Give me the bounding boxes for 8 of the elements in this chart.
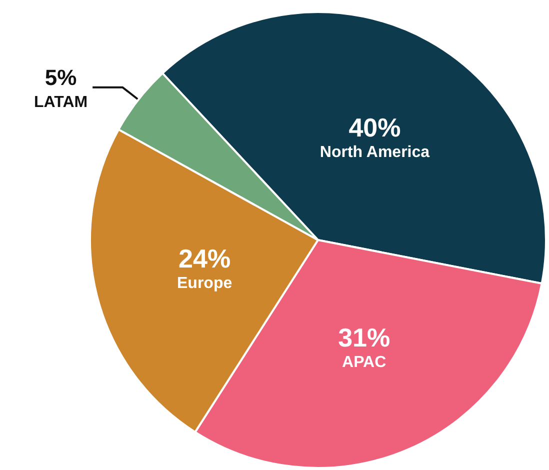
slice-label: LATAM — [34, 94, 88, 111]
data-label: 5% — [44, 64, 77, 90]
data-label: 40% — [348, 112, 401, 143]
slice-label: Europe — [177, 275, 232, 292]
slice-label: North America — [320, 144, 430, 162]
data-label: 31% — [338, 322, 390, 353]
data-label: 24% — [178, 244, 231, 274]
slice-label: APAC — [342, 354, 387, 372]
